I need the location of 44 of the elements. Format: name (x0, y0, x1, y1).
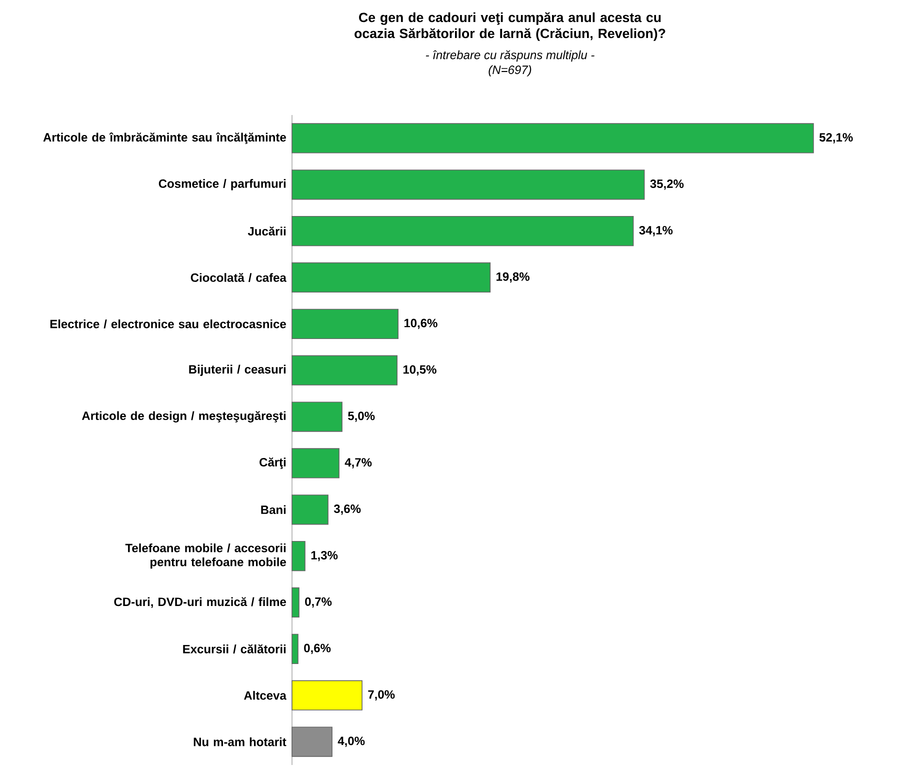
data-label: 4,0% (338, 736, 365, 747)
chart-title: Ce gen de cadouri veţi cumpăra anul acesta cu ocazia Sărbătorilor de Iarnă (Crăciun, Revelion)? (354, 12, 666, 41)
data-label: 4,7% (344, 458, 372, 468)
y-tick-label: Bijuterii / ceasuri (189, 364, 286, 376)
data-label: 19,8% (496, 272, 530, 283)
y-tick-label: Altceva (244, 690, 286, 700)
text: (N=697) (488, 65, 532, 76)
y-tick-label: Excursii / călătorii (183, 644, 286, 654)
y-tick-label: Telefoane mobile / accesorii pentru telefoane mobile (125, 543, 286, 569)
data-label: 10,6% (404, 318, 438, 330)
y-tick-label: Jucării (248, 226, 286, 236)
bar (292, 216, 634, 246)
y-tick-label: Cărţi (260, 458, 286, 469)
y-tick-label: Articole de îmbrăcăminte sau încălţăminte (43, 132, 286, 144)
y-tick-label: Ciocolată / cafea (190, 272, 286, 282)
data-label: 34,1% (639, 226, 673, 236)
data-label: 7,0% (368, 690, 395, 700)
bar (292, 170, 645, 200)
data-label: 3,6% (334, 504, 361, 515)
bar (292, 587, 300, 618)
bar (292, 355, 398, 386)
data-label: 0,7% (305, 597, 332, 608)
bar (292, 308, 398, 339)
bar (292, 680, 362, 710)
y-tick-label: CD-uri, DVD-uri muzică / filme (114, 597, 286, 608)
data-label: 35,2% (650, 180, 684, 190)
data-label: 10,5% (403, 365, 436, 376)
chart-subtitle: - întrebare cu răspuns multiplu - (426, 50, 594, 62)
y-tick-label: Articole de design / meşteşugăreşti (82, 411, 286, 422)
bar (292, 634, 298, 664)
bar (292, 494, 328, 525)
data-label: 52,1% (819, 133, 853, 144)
y-tick-label: Cosmetice / parfumuri (158, 179, 286, 190)
bar (292, 123, 814, 154)
bar (292, 541, 306, 572)
bar (292, 262, 491, 293)
data-label: 0,6% (304, 644, 331, 654)
y-tick-label: Nu m-am hotarit (194, 737, 286, 746)
bar (292, 402, 342, 432)
bar (292, 448, 340, 478)
data-label: 5,0% (348, 412, 375, 422)
y-tick-label: Bani (261, 505, 286, 514)
data-label: 1,3% (311, 550, 338, 562)
y-tick-label: Electrice / electronice sau electrocasnice (50, 319, 286, 328)
